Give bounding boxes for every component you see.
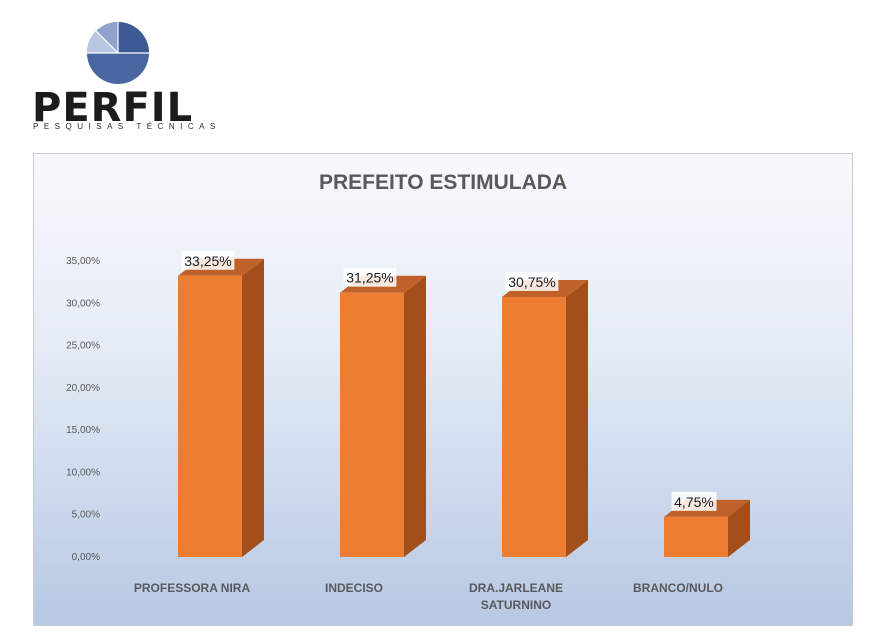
bar-front xyxy=(664,516,728,557)
y-tick-label: 35,00% xyxy=(66,256,100,267)
brand-tagline: PESQUISAS TÉCNICAS xyxy=(33,122,221,131)
data-label-bg xyxy=(671,491,717,511)
y-tick-label: 25,00% xyxy=(66,341,100,352)
data-label: 30,75% xyxy=(508,274,555,290)
pie-logo-icon xyxy=(87,22,149,84)
bar-side xyxy=(404,275,426,557)
y-tick-label: 15,00% xyxy=(66,425,100,436)
y-axis: 0,00% 5,00% 10,00% 15,00% 20,00% 25,00% 30,00%… xyxy=(66,256,100,563)
y-tick-label: 30,00% xyxy=(66,298,100,309)
y-tick-label: 20,00% xyxy=(66,383,100,394)
chart-title: PREFEITO ESTIMULADA xyxy=(319,171,567,194)
x-category-label: BRANCO/NULO xyxy=(633,581,723,595)
x-category-label: INDECISO xyxy=(325,581,383,595)
brand-name: PERFIL xyxy=(32,85,194,131)
x-category-label: PROFESSORA NIRA xyxy=(134,581,251,595)
bar: 33,25% xyxy=(178,250,264,557)
y-tick-label: 0,00% xyxy=(72,552,100,563)
bar-front xyxy=(340,292,404,557)
data-label: 4,75% xyxy=(674,494,714,510)
bar: 30,75% xyxy=(502,271,588,557)
bar-front xyxy=(502,296,566,557)
bar-side xyxy=(566,279,588,557)
perfil-logo: PERFIL PESQUISAS TÉCNICAS xyxy=(30,18,230,136)
x-axis: PROFESSORA NIRA INDECISO DRA.JARLEANE SATUR… xyxy=(134,581,723,612)
x-category-label: DRA.JARLEANE SATURNINO xyxy=(469,581,563,612)
bar-side xyxy=(242,258,264,557)
data-label: 31,25% xyxy=(346,270,393,286)
y-tick-label: 10,00% xyxy=(66,467,100,478)
bar: 4,75% xyxy=(664,491,750,557)
bar-side xyxy=(728,499,750,557)
bars: 33,25% 31,25% 30,75% 4,75% xyxy=(178,250,750,557)
y-tick-label: 5,00% xyxy=(72,510,100,521)
data-label: 33,25% xyxy=(184,253,231,269)
bar: 31,25% xyxy=(340,267,426,557)
data-label-bg xyxy=(181,250,235,270)
bar-front xyxy=(178,275,242,557)
data-label-bg xyxy=(505,271,559,291)
data-label-bg xyxy=(343,267,397,287)
